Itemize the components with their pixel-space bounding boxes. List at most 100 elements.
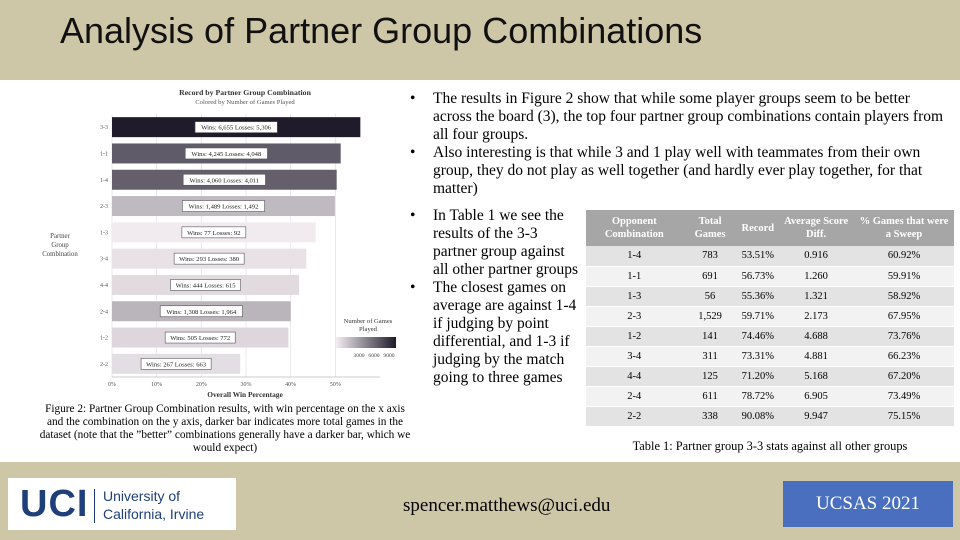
bullet-item: In Table 1 we see the results of the 3-3… bbox=[410, 207, 582, 279]
chart-svg: 0% 10% 20% 30% 40% 50% 3-3 Wins: 6,655 Losses: … bbox=[42, 88, 396, 399]
logo-divider bbox=[94, 489, 95, 523]
table-cell: 338 bbox=[682, 406, 738, 427]
table-row: 2-2 338 90.08% 9.947 75.15% bbox=[586, 406, 954, 427]
y-tick-label: 3-4 bbox=[100, 257, 108, 263]
y-tick-label: 1-4 bbox=[100, 178, 108, 184]
x-axis-label: Overall Win Percentage bbox=[207, 390, 283, 399]
table-cell: 691 bbox=[682, 266, 738, 287]
table-cell: 1-1 bbox=[586, 266, 683, 287]
table-cell: 1,529 bbox=[682, 306, 738, 327]
table-cell: 73.49% bbox=[854, 386, 954, 407]
table-row: 4-4 125 71.20% 5.168 67.20% bbox=[586, 366, 954, 387]
y-tick-label: 3-3 bbox=[100, 125, 108, 131]
bar-label-box bbox=[164, 331, 236, 344]
header-band bbox=[0, 0, 960, 80]
table-cell: 1-4 bbox=[586, 246, 683, 267]
uci-logo-mark: UCI bbox=[20, 483, 89, 525]
bar-label: Wins: 4,060 Losses: 4,011 bbox=[190, 177, 260, 184]
bar-label: Wins: 293 Losses: 380 bbox=[179, 256, 240, 263]
table-cell: 2.173 bbox=[778, 306, 855, 327]
figure-caption: Figure 2: Partner Group Combination resu… bbox=[39, 403, 411, 454]
table-cell: 2-2 bbox=[586, 406, 683, 427]
table-cell: 1-2 bbox=[586, 326, 683, 347]
table-cell: 4.688 bbox=[778, 326, 855, 347]
y-tick-label: 1-1 bbox=[100, 151, 108, 157]
table-cell: 67.95% bbox=[854, 306, 954, 327]
table-cell: 0.916 bbox=[778, 246, 855, 267]
table-cell: 73.31% bbox=[737, 346, 779, 367]
bar-label-box bbox=[182, 200, 265, 212]
table-row: 2-3 1,529 59.71% 2.173 67.95% bbox=[586, 306, 954, 327]
table-header-cell: Opponent Combination bbox=[586, 210, 683, 246]
table-cell: 73.76% bbox=[854, 326, 954, 347]
bar-label-box bbox=[184, 147, 268, 160]
table-cell: 4-4 bbox=[586, 366, 683, 387]
bar-label-box bbox=[173, 252, 245, 265]
table-cell: 783 bbox=[682, 246, 738, 267]
table-cell: 1.321 bbox=[778, 286, 855, 307]
table-cell: 611 bbox=[682, 386, 738, 407]
table-cell: 6.905 bbox=[778, 386, 855, 407]
bar-label-box bbox=[181, 226, 247, 239]
bullet-item: Also interesting is that while 3 and 1 p… bbox=[410, 144, 950, 198]
table-row: 1-3 56 55.36% 1.321 58.92% bbox=[586, 286, 954, 307]
partner-combination-chart: 0% 10% 20% 30% 40% 50% 3-3 Wins: 6,655 Losses: … bbox=[40, 86, 408, 400]
table-cell: 66.23% bbox=[854, 346, 954, 367]
y-axis-label: Partner bbox=[50, 233, 70, 240]
bar-label: Wins: 444 Losses: 615 bbox=[176, 282, 237, 289]
table-cell: 1.260 bbox=[778, 266, 855, 287]
bar-label: Wins: 4,245 Losses: 4,048 bbox=[191, 151, 262, 158]
table-header-cell: Record bbox=[737, 210, 779, 246]
uci-logo bbox=[8, 478, 236, 530]
table-cell: 9.947 bbox=[778, 406, 855, 427]
conference-badge: UCSAS 2021 bbox=[783, 481, 953, 527]
table-cell: 56 bbox=[682, 286, 738, 307]
table-cell: 67.20% bbox=[854, 366, 954, 387]
table-cell: 75.15% bbox=[854, 406, 954, 427]
table-cell: 53.51% bbox=[737, 246, 779, 267]
table-cell: 5.168 bbox=[778, 366, 855, 387]
table-header-cell: Average Score Diff. bbox=[778, 210, 855, 246]
table-row: 1-1 691 56.73% 1.260 59.91% bbox=[586, 266, 954, 287]
bar-label: Wins: 1,489 Losses: 1,492 bbox=[188, 204, 258, 211]
legend-tick: 3000 bbox=[353, 353, 364, 359]
y-tick-label: 2-3 bbox=[100, 204, 108, 210]
table-header-cell: Total Games bbox=[682, 210, 738, 246]
table-cell: 1-3 bbox=[586, 286, 683, 307]
table-header-cell: % Games that were a Sweep bbox=[854, 210, 954, 246]
chart-title: Record by Partner Group Combination bbox=[179, 88, 311, 97]
bar-label-box bbox=[159, 305, 243, 318]
table-cell: 55.36% bbox=[737, 286, 779, 307]
x-tick-label: 0% bbox=[108, 382, 116, 388]
slide-title: Analysis of Partner Group Combinations bbox=[60, 10, 703, 51]
table-cell: 71.20% bbox=[737, 366, 779, 387]
bar-label: Wins: 505 Losses: 772 bbox=[170, 335, 230, 342]
table-header-row: Opponent Combination Total Games Record … bbox=[586, 210, 954, 246]
legend-gradient bbox=[336, 337, 396, 348]
bullet-list-top: The results in Figure 2 show that while … bbox=[410, 90, 950, 198]
table-cell: 78.72% bbox=[737, 386, 779, 407]
table-cell: 58.92% bbox=[854, 286, 954, 307]
table-row: 1-2 141 74.46% 4.688 73.76% bbox=[586, 326, 954, 347]
logo-text-line1: University of bbox=[103, 488, 181, 504]
x-tick-label: 40% bbox=[285, 382, 296, 388]
table-cell: 59.91% bbox=[854, 266, 954, 287]
bar-label: Wins: 6,655 Losses: 5,306 bbox=[201, 125, 272, 132]
table-cell: 125 bbox=[682, 366, 738, 387]
table-row: 1-4 783 53.51% 0.916 60.92% bbox=[586, 246, 954, 267]
stats-table: Opponent Combination Total Games Record … bbox=[586, 210, 954, 427]
table-cell: 90.08% bbox=[737, 406, 779, 427]
chart-subtitle: Colored by Number of Games Played bbox=[195, 99, 295, 106]
y-tick-label: 2-4 bbox=[100, 309, 108, 315]
y-tick-label: 1-3 bbox=[100, 230, 108, 236]
table-caption: Table 1: Partner group 3-3 stats against… bbox=[632, 439, 908, 453]
x-tick-label: 20% bbox=[196, 382, 207, 388]
y-tick-label: 4-4 bbox=[100, 283, 108, 289]
bullet-list-left: In Table 1 we see the results of the 3-3… bbox=[410, 207, 582, 387]
bar-label: Wins: 267 Losses: 663 bbox=[146, 361, 207, 368]
x-tick-label: 10% bbox=[151, 382, 162, 388]
bar-label-box bbox=[140, 358, 212, 370]
bullet-item: The closest games on average are against… bbox=[410, 279, 582, 387]
bar-label: Wins: 77 Losses: 92 bbox=[187, 230, 240, 237]
bar-label-box bbox=[170, 279, 241, 291]
